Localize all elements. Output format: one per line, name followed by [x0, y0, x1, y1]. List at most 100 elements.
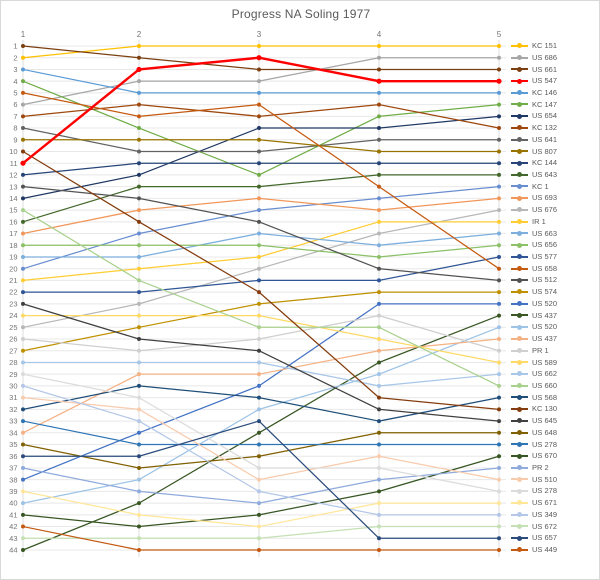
legend-item: US 547: [511, 75, 557, 87]
legend-swatch-icon: [511, 90, 528, 96]
legend-item: US 654: [511, 110, 557, 122]
data-point-marker: [137, 196, 141, 201]
legend-label: US 278: [532, 439, 558, 449]
data-point-marker: [257, 126, 261, 131]
data-point-marker: [377, 372, 381, 377]
data-point-marker: [497, 383, 501, 388]
y-tick-label: 29: [9, 370, 17, 379]
y-tick-label: 13: [9, 182, 17, 191]
data-point-marker: [257, 407, 261, 412]
legend-item: US 437: [511, 310, 557, 322]
legend-swatch-icon: [511, 113, 528, 119]
legend-swatch-icon: [511, 547, 528, 553]
series-us-661-2: [21, 44, 501, 72]
data-point-marker: [257, 231, 261, 236]
data-point-marker: [497, 196, 501, 201]
data-point-marker: [496, 78, 502, 84]
legend-swatch-icon: [511, 523, 528, 529]
y-tick-label: 37: [9, 464, 17, 473]
data-point-marker: [497, 477, 501, 482]
data-point-marker: [257, 383, 261, 388]
data-point-marker: [377, 67, 381, 72]
legend-swatch-icon: [511, 148, 528, 154]
data-point-marker: [377, 278, 381, 283]
y-tick-label: 14: [9, 194, 17, 203]
legend-item: US 645: [511, 415, 557, 427]
data-point-marker: [497, 102, 501, 107]
data-point-marker: [257, 114, 261, 119]
data-point-marker: [137, 301, 141, 306]
data-point-marker: [377, 454, 381, 459]
data-point-marker: [257, 44, 261, 48]
legend-label: US 676: [532, 205, 558, 215]
series-kc-151-0: [21, 44, 501, 60]
data-point-marker: [497, 126, 501, 131]
data-point-marker: [137, 325, 141, 330]
y-tick-label: 9: [13, 135, 17, 144]
data-point-marker: [377, 126, 381, 131]
data-point-marker: [257, 395, 261, 400]
legend-label: US 686: [532, 52, 558, 62]
series-us-278-38: [21, 372, 501, 494]
legend-label: KC 146: [532, 87, 558, 97]
y-tick-label: 20: [9, 264, 17, 273]
data-point-marker: [377, 395, 381, 400]
legend-item: KC 146: [511, 87, 557, 99]
data-point-marker: [377, 254, 381, 259]
data-point-marker: [21, 254, 25, 259]
data-point-marker: [137, 348, 141, 353]
data-point-marker: [136, 66, 142, 73]
legend-label: US 512: [532, 275, 558, 285]
data-point-marker: [257, 266, 261, 271]
data-point-marker: [137, 337, 141, 342]
legend-swatch-icon: [511, 324, 528, 330]
y-tick-label: 16: [9, 217, 17, 226]
data-point-marker: [257, 454, 261, 459]
data-point-marker: [137, 149, 141, 154]
data-point-marker: [377, 243, 381, 248]
legend-label: US 520: [532, 322, 558, 332]
data-point-marker: [377, 465, 381, 470]
data-point-marker: [21, 383, 25, 388]
data-point-marker: [21, 266, 25, 271]
legend-label: US 547: [532, 76, 558, 86]
data-point-marker: [257, 360, 261, 365]
legend-item: KC 151: [511, 40, 557, 52]
data-point-marker: [257, 278, 261, 283]
data-point-marker: [257, 501, 261, 506]
data-point-marker: [497, 407, 501, 412]
data-point-marker: [257, 325, 261, 330]
y-tick-label: 25: [9, 323, 17, 332]
data-point-marker: [377, 348, 381, 353]
legend-label: US 663: [532, 228, 558, 238]
data-point-marker: [257, 313, 261, 318]
legend-swatch-icon: [511, 125, 528, 131]
series-us-654-6: [21, 114, 501, 201]
legend-swatch-icon: [511, 101, 528, 107]
legend-swatch-icon: [511, 195, 528, 201]
y-tick-label: 41: [9, 510, 17, 519]
y-tick-label: 34: [9, 428, 17, 437]
legend-swatch-icon: [511, 371, 528, 377]
series-pr-2-36: [21, 465, 501, 506]
legend-label: US 437: [532, 334, 558, 344]
legend-swatch-icon: [511, 242, 528, 248]
data-point-marker: [256, 55, 262, 61]
data-point-marker: [21, 208, 25, 213]
legend-label: PR 2: [532, 462, 549, 472]
data-point-marker: [21, 219, 25, 224]
data-point-marker: [497, 114, 501, 119]
legend-label: US 589: [532, 357, 558, 367]
data-point-marker: [21, 407, 25, 412]
legend-item: US 671: [511, 497, 557, 509]
data-point-marker: [257, 290, 261, 295]
legend-item: US 676: [511, 204, 557, 216]
data-point-marker: [497, 44, 501, 48]
legend-item: US 577: [511, 251, 557, 263]
legend-swatch-icon: [511, 312, 528, 318]
legend-label: US 657: [532, 533, 558, 543]
data-point-marker: [497, 254, 501, 259]
data-point-marker: [137, 501, 141, 506]
data-point-marker: [137, 266, 141, 271]
legend-label: US 648: [532, 427, 558, 437]
